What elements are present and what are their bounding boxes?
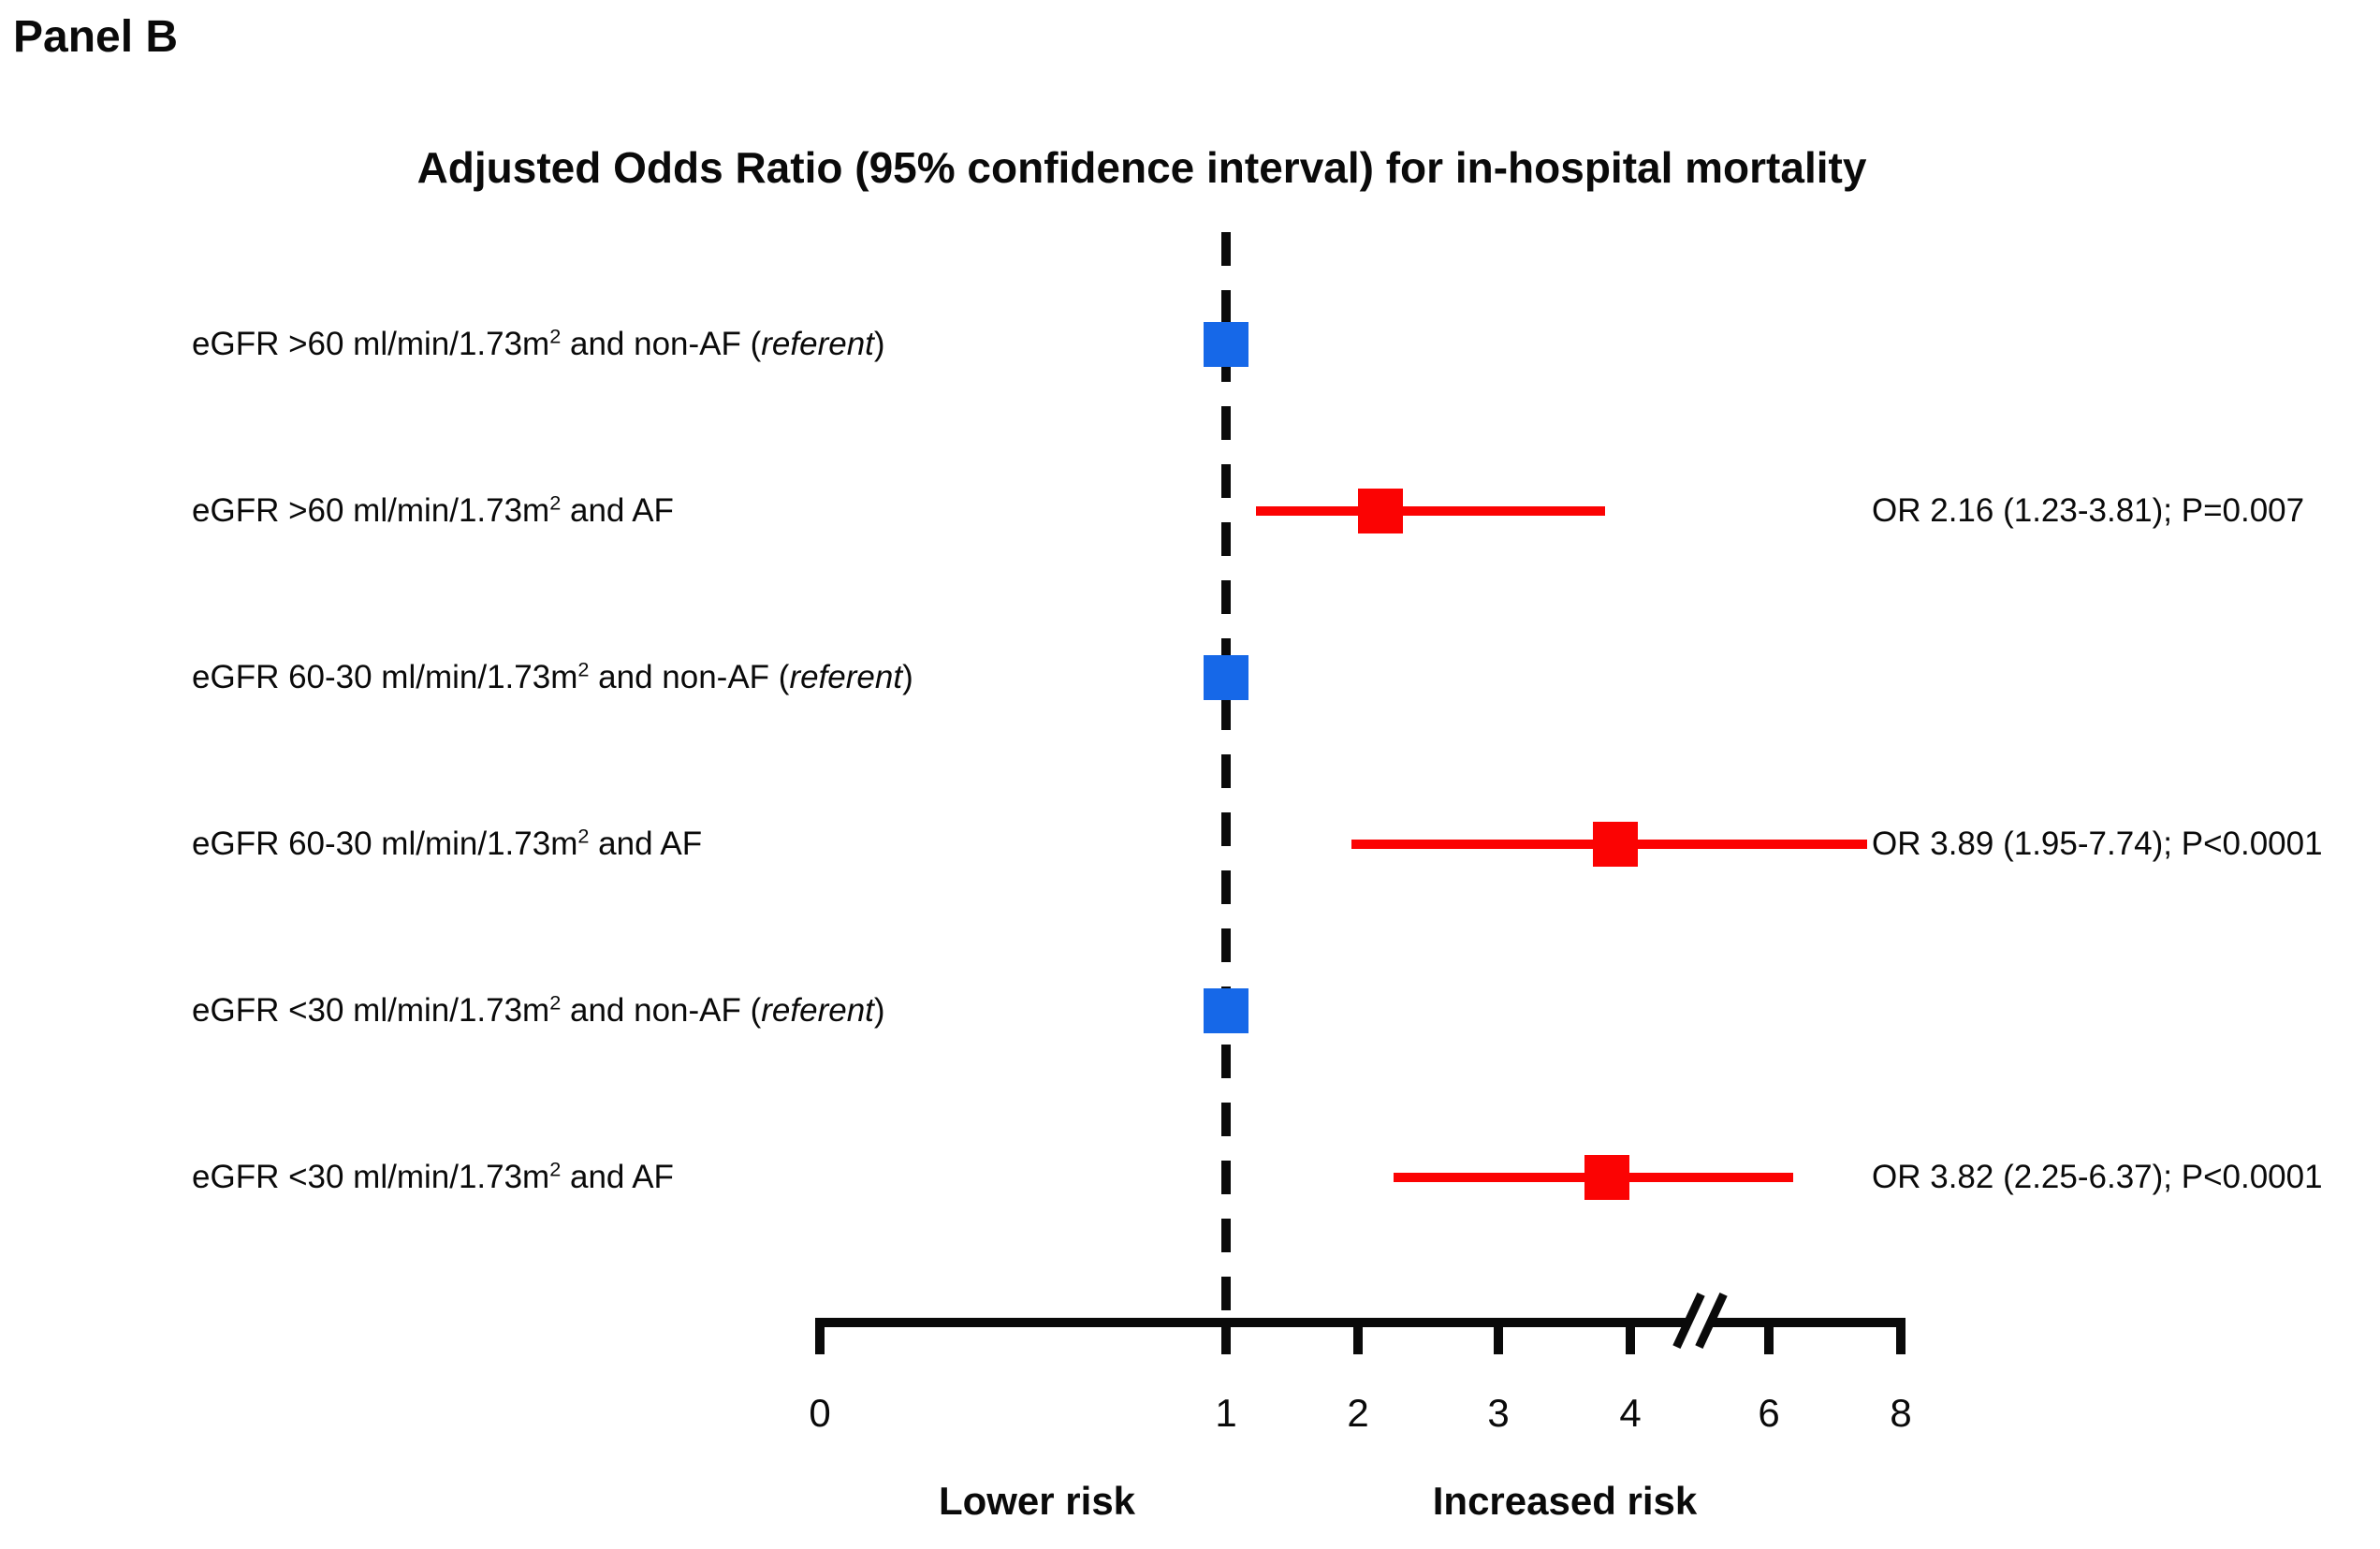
- row-label-referent: referent: [761, 326, 874, 362]
- x-axis-tick: [1353, 1318, 1363, 1354]
- ci-line: [1256, 506, 1606, 516]
- x-axis-tick-label: 4: [1619, 1391, 1642, 1435]
- x-axis-tick-label: 8: [1890, 1391, 1912, 1435]
- row-label-text: eGFR 60-30 ml/min/1.73m: [192, 659, 578, 695]
- row-label: eGFR >60 ml/min/1.73m2 and AF: [192, 492, 674, 530]
- row-label-referent: referent: [789, 659, 903, 695]
- row-label-text: and AF: [589, 826, 703, 862]
- increased-risk-label: Increased risk: [1432, 1479, 1698, 1523]
- row-label-text: eGFR >60 ml/min/1.73m: [192, 326, 550, 362]
- row-label-text: ): [873, 326, 885, 362]
- row-label: eGFR 60-30 ml/min/1.73m2 and AF: [192, 826, 702, 863]
- panel-label: Panel B: [13, 12, 179, 62]
- row-label-text: ): [873, 992, 885, 1029]
- row-label-superscript: 2: [577, 824, 590, 848]
- row-label-text: and non-AF (: [561, 992, 762, 1029]
- or-marker: [1584, 1155, 1629, 1200]
- referent-marker: [1204, 988, 1248, 1033]
- row-label: eGFR <30 ml/min/1.73m2 and AF: [192, 1159, 674, 1196]
- row-label-text: ): [902, 659, 913, 695]
- row-label-superscript: 2: [577, 657, 590, 681]
- row-label-text: and AF: [561, 1159, 674, 1195]
- row-label-superscript: 2: [549, 990, 562, 1015]
- row-label-referent: referent: [761, 992, 874, 1029]
- row-label-text: eGFR 60-30 ml/min/1.73m: [192, 826, 578, 862]
- chart-title: Adjusted Odds Ratio (95% confidence inte…: [416, 143, 1867, 192]
- x-axis-tick: [1221, 1318, 1231, 1354]
- row-label-text: and non-AF (: [561, 326, 762, 362]
- x-axis-tick-label: 3: [1487, 1391, 1510, 1435]
- row-label: eGFR <30 ml/min/1.73m2 and non-AF (refer…: [192, 992, 885, 1030]
- row-label-text: eGFR <30 ml/min/1.73m: [192, 992, 550, 1029]
- x-axis-tick-label: 2: [1347, 1391, 1369, 1435]
- row-label: eGFR >60 ml/min/1.73m2 and non-AF (refer…: [192, 326, 885, 363]
- or-annotation: OR 2.16 (1.23-3.81); P=0.007: [1872, 492, 2305, 529]
- or-annotation: OR 3.89 (1.95-7.74); P<0.0001: [1872, 826, 2323, 862]
- row-label-text: eGFR >60 ml/min/1.73m: [192, 492, 550, 529]
- or-marker: [1593, 822, 1639, 867]
- x-axis-end-tick-right: [1896, 1318, 1905, 1354]
- row-label-text: and non-AF (: [589, 659, 790, 695]
- row-label-text: eGFR <30 ml/min/1.73m: [192, 1159, 550, 1195]
- x-axis-tick-label: 1: [1215, 1391, 1237, 1435]
- row-label: eGFR 60-30 ml/min/1.73m2 and non-AF (ref…: [192, 659, 913, 696]
- or-marker: [1358, 489, 1403, 533]
- row-label-superscript: 2: [549, 1157, 562, 1181]
- x-axis-end-tick-left: [815, 1318, 825, 1354]
- or-annotation: OR 3.82 (2.25-6.37); P<0.0001: [1872, 1159, 2323, 1195]
- referent-marker: [1204, 322, 1248, 367]
- referent-marker: [1204, 655, 1248, 700]
- row-label-superscript: 2: [549, 324, 562, 348]
- x-axis-tick: [1764, 1318, 1774, 1354]
- row-label-superscript: 2: [549, 490, 562, 515]
- row-label-text: and AF: [561, 492, 674, 529]
- x-axis-tick: [1494, 1318, 1503, 1354]
- x-axis-tick-label: 0: [809, 1391, 831, 1435]
- x-axis-tick: [1626, 1318, 1635, 1354]
- lower-risk-label: Lower risk: [938, 1479, 1136, 1523]
- x-axis-tick-label: 6: [1758, 1391, 1780, 1435]
- reference-line: [1221, 232, 1231, 1318]
